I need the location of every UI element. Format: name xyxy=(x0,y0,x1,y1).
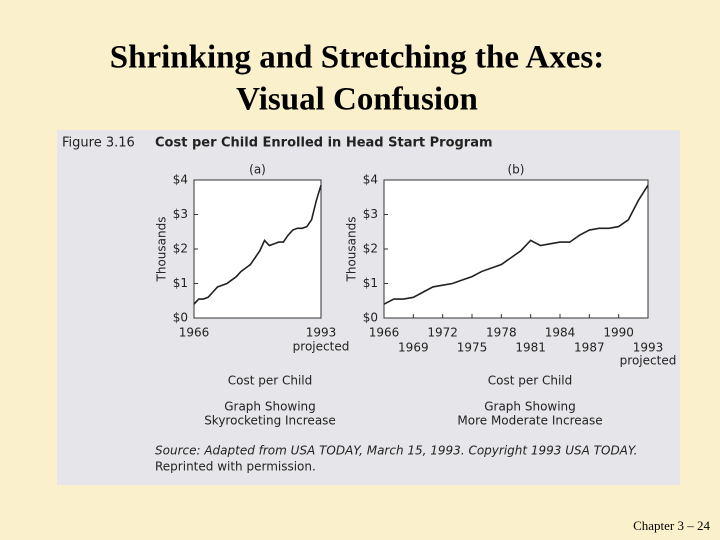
y-tick-label: $2 xyxy=(363,242,378,256)
x-axis-label: Cost per Child xyxy=(488,374,573,388)
y-tick-label: $0 xyxy=(363,311,378,325)
caption: Skyrocketing Increase xyxy=(204,414,336,428)
footer: Chapter 3 – 24 xyxy=(633,518,710,533)
figure-source: Reprinted with permission. xyxy=(155,460,316,474)
y-tick-label: $4 xyxy=(173,173,188,187)
y-tick-label: $2 xyxy=(173,242,188,256)
plot-area xyxy=(193,179,322,319)
slide-title: Visual Confusion xyxy=(236,82,478,118)
figure-source: Source: Adapted from USA TODAY, March 15… xyxy=(155,444,638,458)
y-tick-label: $0 xyxy=(173,311,188,325)
slide-title: Shrinking and Stretching the Axes: xyxy=(110,40,604,76)
chart-subtitle: (b) xyxy=(508,163,525,177)
x-tick-label: 1966 xyxy=(179,326,210,340)
data-line xyxy=(383,184,649,305)
caption: Graph Showing xyxy=(484,400,576,414)
x-tick-label: 1987 xyxy=(574,341,605,355)
x-tick-label: 1984 xyxy=(545,326,576,340)
y-tick-label: $1 xyxy=(173,276,188,290)
x-annotation: projected xyxy=(620,354,677,368)
x-tick-label: 1981 xyxy=(515,341,546,355)
x-tick-label: 1972 xyxy=(427,326,458,340)
x-tick-label: 1966 xyxy=(369,326,400,340)
figure-label: Figure 3.16 xyxy=(62,136,135,151)
chart-subtitle: (a) xyxy=(249,163,266,177)
y-axis-label: Thousands xyxy=(155,217,169,283)
x-annotation: projected xyxy=(293,340,350,354)
plot-area xyxy=(383,179,649,319)
x-tick-label: 1969 xyxy=(398,341,429,355)
figure-title: Cost per Child Enrolled in Head Start Pr… xyxy=(155,136,493,151)
caption: Graph Showing xyxy=(224,400,316,414)
y-tick-label: $3 xyxy=(363,207,378,221)
x-tick-label: 1993 xyxy=(306,326,337,340)
x-tick-label: 1978 xyxy=(486,326,517,340)
y-tick-label: $3 xyxy=(173,207,188,221)
y-tick-label: $1 xyxy=(363,276,378,290)
x-tick-label: 1993 xyxy=(633,341,664,355)
x-tick-label: 1975 xyxy=(457,341,488,355)
caption: More Moderate Increase xyxy=(457,414,602,428)
x-tick-label: 1990 xyxy=(603,326,634,340)
data-line xyxy=(193,184,322,305)
x-axis-label: Cost per Child xyxy=(228,374,313,388)
y-tick-label: $4 xyxy=(363,173,378,187)
y-axis-label: Thousands xyxy=(345,217,359,283)
